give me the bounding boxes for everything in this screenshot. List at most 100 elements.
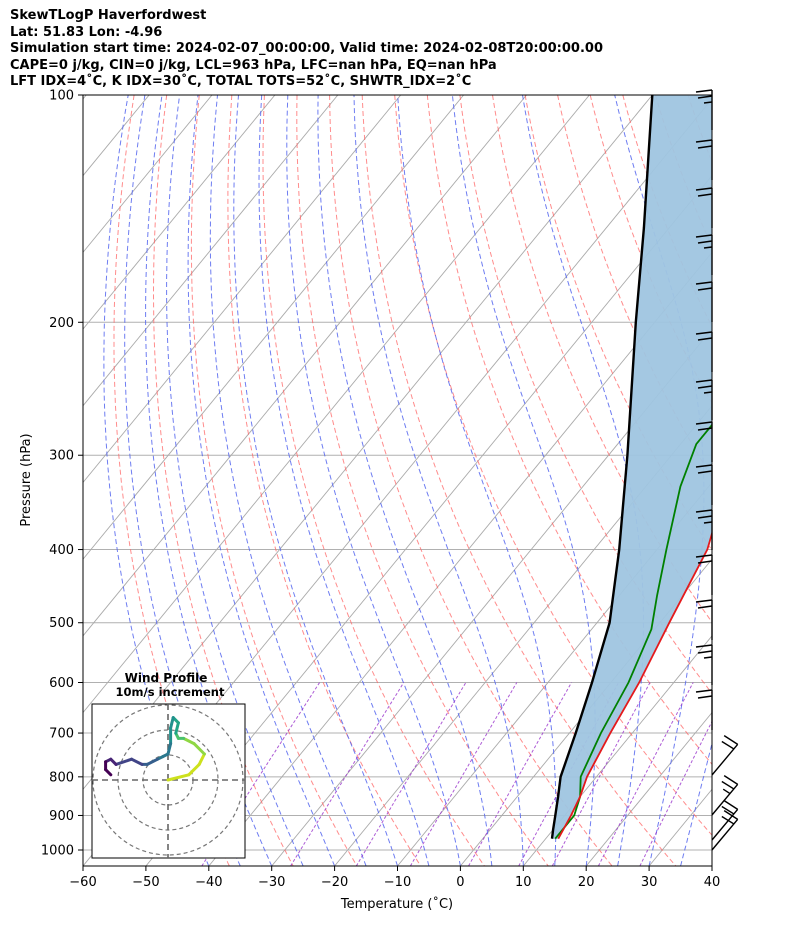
inset-title: Wind Profile bbox=[125, 671, 208, 685]
barb-flag bbox=[703, 391, 713, 394]
mixing-ratio-line bbox=[468, 682, 572, 866]
barb-flag bbox=[695, 234, 713, 238]
moist-adiabat bbox=[397, 95, 557, 866]
wind-barb bbox=[695, 331, 713, 372]
y-tick-label: 300 bbox=[49, 449, 74, 464]
dry-adiabat bbox=[786, 95, 794, 866]
mixing-ratio-line bbox=[409, 682, 518, 866]
dewpoint-line bbox=[554, 423, 712, 840]
barb-flag bbox=[697, 240, 713, 244]
barb-flag bbox=[723, 775, 739, 785]
dry-adiabat bbox=[524, 95, 712, 552]
barb-flag bbox=[703, 521, 713, 524]
moist-adiabat bbox=[258, 95, 430, 866]
temperature-line bbox=[557, 530, 712, 840]
x-tick-label: 10 bbox=[515, 875, 532, 890]
wind-barb bbox=[695, 464, 713, 505]
barb-flag bbox=[703, 101, 713, 104]
x-tick-label: −50 bbox=[132, 875, 159, 890]
moist-adiabat bbox=[166, 95, 304, 866]
moist-adiabat bbox=[286, 95, 461, 866]
dry-adiabat bbox=[361, 95, 677, 866]
mixing-ratio-line bbox=[290, 682, 405, 866]
x-tick-label: 20 bbox=[578, 875, 595, 890]
wind-barb bbox=[695, 689, 713, 730]
hodograph-segment bbox=[174, 721, 180, 735]
y-axis-label: Pressure (hPa) bbox=[19, 433, 34, 526]
barb-flag bbox=[695, 421, 713, 425]
wind-barb bbox=[695, 89, 713, 130]
barb-flag bbox=[695, 331, 713, 335]
wind-barb bbox=[695, 139, 713, 180]
barb-flag bbox=[695, 379, 713, 383]
y-tick-label: 900 bbox=[49, 809, 74, 824]
wind-barb bbox=[711, 735, 739, 776]
barb-flag bbox=[695, 689, 713, 693]
chart-title: SkewTLogP Haverfordwest bbox=[10, 8, 207, 23]
x-tick-label: −30 bbox=[258, 875, 285, 890]
dry-adiabat bbox=[153, 95, 294, 866]
wind-barb bbox=[711, 810, 739, 851]
hodograph-segment bbox=[104, 768, 113, 777]
barb-flag bbox=[721, 805, 735, 815]
wind-barb bbox=[695, 509, 713, 550]
mixing-ratio-line bbox=[551, 682, 651, 866]
isotherm--20 bbox=[334, 405, 712, 866]
barb-flag bbox=[695, 139, 713, 143]
wind-barb bbox=[695, 281, 713, 322]
profile-lines bbox=[550, 95, 712, 840]
barb-flag bbox=[697, 470, 713, 474]
mixing-ratio-line bbox=[201, 682, 321, 866]
moist-adiabat bbox=[353, 95, 524, 866]
indices-line-1: CAPE=0 j/kg, CIN=0 j/kg, LCL=963 hPa, LF… bbox=[10, 57, 497, 73]
mixing-ratio-line bbox=[518, 682, 620, 866]
barb-flag bbox=[695, 509, 713, 513]
barb-flag bbox=[697, 287, 713, 291]
barb-flag bbox=[703, 246, 713, 249]
barb-flag bbox=[697, 95, 713, 99]
inset-subtitle: 10m/s increment bbox=[116, 685, 225, 699]
hodograph-segment bbox=[130, 757, 144, 766]
isotherm--130 bbox=[83, 95, 276, 330]
barb-flag bbox=[697, 145, 713, 149]
barb-flag bbox=[695, 554, 713, 558]
y-tick-label: 100 bbox=[49, 89, 74, 104]
barb-flag bbox=[697, 650, 713, 654]
y-tick-label: 400 bbox=[49, 543, 74, 558]
x-axis-label: Temperature (˚C) bbox=[340, 896, 453, 912]
x-tick-label: 30 bbox=[641, 875, 658, 890]
wind-barb bbox=[695, 187, 713, 228]
y-tick-label: 700 bbox=[49, 727, 74, 742]
dry-adiabat bbox=[227, 95, 422, 866]
barb-flag bbox=[695, 464, 713, 468]
moist-adiabat bbox=[187, 95, 336, 866]
isotherm--120 bbox=[83, 95, 339, 407]
wind-barb bbox=[695, 421, 713, 462]
wind-barb bbox=[711, 775, 739, 816]
x-tick-label: −60 bbox=[69, 875, 96, 890]
barb-flag bbox=[723, 810, 739, 820]
barb-flag bbox=[697, 605, 713, 609]
isotherm--140 bbox=[83, 95, 213, 254]
axis-ticks: −60 −50 −40 −30 −20 −10 0 10 20 30 40 1000 900 800 700… bbox=[41, 89, 720, 891]
barb-flag bbox=[697, 695, 713, 699]
dry-adiabat bbox=[190, 95, 358, 866]
wind-barbs bbox=[695, 89, 739, 851]
isotherm--110 bbox=[83, 95, 402, 484]
barb-flag bbox=[697, 560, 713, 564]
moist-adiabat bbox=[209, 95, 367, 866]
moist-adiabat bbox=[145, 95, 273, 866]
x-tick-label: −40 bbox=[195, 875, 222, 890]
mixing-ratio-line bbox=[597, 682, 694, 866]
wind-barb bbox=[695, 234, 713, 275]
wind-barb bbox=[695, 599, 713, 640]
barb-flag bbox=[721, 740, 735, 750]
moist-adiabat bbox=[233, 95, 398, 866]
barb-flag bbox=[703, 656, 713, 659]
y-tick-label: 200 bbox=[49, 316, 74, 331]
dry-adiabat bbox=[753, 95, 794, 866]
barb-flag bbox=[721, 780, 735, 790]
isotherm--10 bbox=[397, 481, 712, 866]
y-tick-label: 800 bbox=[49, 770, 74, 785]
